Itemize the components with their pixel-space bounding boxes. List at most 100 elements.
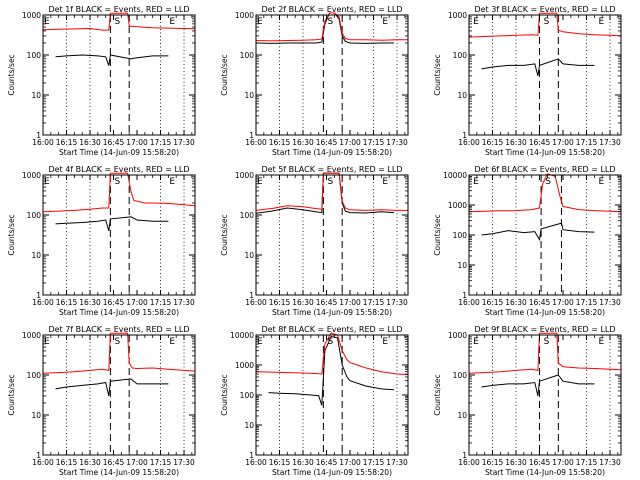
y-axis-title: Counts/sec <box>220 54 229 95</box>
x-tick-label: 16:15 <box>56 138 78 147</box>
y-tick-label: 1000 <box>235 361 254 370</box>
plot-frame <box>255 334 409 456</box>
series-line-events <box>481 58 595 77</box>
y-tick-label: 10 <box>244 421 254 430</box>
y-tick-label: 10 <box>31 91 41 100</box>
y-tick-label: 10 <box>244 251 254 260</box>
x-tick-label: 17:00 <box>552 458 574 467</box>
series-line-lld <box>255 12 408 42</box>
y-tick-label: 100 <box>453 231 468 240</box>
y-tick-label: 1000 <box>22 11 41 20</box>
x-tick-label: 16:15 <box>482 298 504 307</box>
plot-frame <box>255 14 409 136</box>
series-line-lld <box>42 332 196 374</box>
region-marker-e: E <box>473 17 479 27</box>
panel-title: Det 2f BLACK = Events, RED = LLD <box>261 5 402 14</box>
region-marker-s: S <box>545 177 551 187</box>
x-tick-label: 17:30 <box>173 458 195 467</box>
series-line-lld <box>468 173 622 213</box>
panel-det-4: Det 4f BLACK = Events, RED = LLD E S E 1 10 10… <box>7 165 196 317</box>
region-marker-e: E <box>257 17 263 27</box>
region-marker-e: E <box>169 177 175 187</box>
x-tick-label: 17:30 <box>386 458 408 467</box>
plot-frame <box>42 174 196 296</box>
x-tick-label: 16:45 <box>529 298 551 307</box>
x-tick-label: 17:30 <box>173 138 195 147</box>
panel-title: Det 3f BLACK = Events, RED = LLD <box>474 5 615 14</box>
x-tick-label: 16:30 <box>292 298 314 307</box>
y-axis-title: Counts/sec <box>7 214 16 255</box>
x-tick-label: 17:15 <box>363 458 385 467</box>
x-axis-title: Start Time (14-Jun-09 15:58:20) <box>485 148 605 157</box>
plot-frame <box>42 334 196 456</box>
y-tick-label: 1000 <box>22 331 41 340</box>
y-axis-title: Counts/sec <box>7 374 16 415</box>
y-tick-label: 1000 <box>448 201 467 210</box>
y-tick-label: 10 <box>31 251 41 260</box>
x-tick-label: 16:00 <box>32 298 54 307</box>
x-tick-label: 16:30 <box>505 298 527 307</box>
x-tick-label: 17:15 <box>576 458 598 467</box>
series-line-events <box>55 54 169 66</box>
y-tick-label: 10000 <box>230 331 254 340</box>
x-axis-title: Start Time (14-Jun-09 15:58:20) <box>272 308 392 317</box>
y-tick-label: 100 <box>240 51 255 60</box>
y-axis-title: Counts/sec <box>7 54 16 95</box>
plot-frame <box>468 174 622 296</box>
y-tick-label: 1 <box>36 131 41 140</box>
x-tick-label: 16:00 <box>458 138 480 147</box>
y-tick-label: 10 <box>244 91 254 100</box>
series-line-lld <box>468 332 622 374</box>
panel-title: Det 1f BLACK = Events, RED = LLD <box>48 5 189 14</box>
x-tick-label: 16:00 <box>32 138 54 147</box>
series-line-events <box>481 374 595 397</box>
x-tick-label: 16:00 <box>458 298 480 307</box>
series-line-events <box>55 378 169 397</box>
x-tick-label: 16:45 <box>529 138 551 147</box>
panel-det-6: Det 6f BLACK = Events, RED = LLD E S E 1 10 10… <box>433 165 622 317</box>
panel-det-7: Det 7f BLACK = Events, RED = LLD E S E 1 10 10… <box>7 325 196 477</box>
region-marker-s: S <box>115 177 121 187</box>
x-tick-label: 17:15 <box>576 138 598 147</box>
x-tick-label: 17:15 <box>363 138 385 147</box>
region-marker-s: S <box>115 17 121 27</box>
x-tick-label: 17:15 <box>363 298 385 307</box>
x-axis-title: Start Time (14-Jun-09 15:58:20) <box>272 148 392 157</box>
y-tick-label: 1 <box>249 451 254 460</box>
y-tick-label: 100 <box>240 211 255 220</box>
plot-frame <box>468 14 622 136</box>
y-tick-label: 1 <box>249 131 254 140</box>
panel-title: Det 8f BLACK = Events, RED = LLD <box>261 325 402 334</box>
x-tick-label: 16:30 <box>505 458 527 467</box>
x-tick-label: 17:00 <box>339 138 361 147</box>
region-marker-s: S <box>115 337 121 347</box>
x-tick-label: 16:45 <box>529 458 551 467</box>
x-tick-label: 16:30 <box>292 138 314 147</box>
panel-title: Det 5f BLACK = Events, RED = LLD <box>261 165 402 174</box>
plot-frame <box>255 174 409 296</box>
series-line-lld <box>42 172 196 213</box>
region-marker-e: E <box>598 177 604 187</box>
y-tick-label: 1000 <box>235 171 254 180</box>
panel-det-5: Det 5f BLACK = Events, RED = LLD E S E 1 10 10… <box>220 165 409 317</box>
x-tick-label: 16:30 <box>79 458 101 467</box>
region-marker-s: S <box>328 177 334 187</box>
x-tick-label: 17:30 <box>386 138 408 147</box>
y-axis-title: Counts/sec <box>433 214 442 255</box>
x-axis-title: Start Time (14-Jun-09 15:58:20) <box>485 308 605 317</box>
x-tick-label: 16:30 <box>79 138 101 147</box>
series-line-events <box>481 222 595 242</box>
region-marker-s: S <box>544 17 550 27</box>
x-tick-label: 17:30 <box>599 138 621 147</box>
y-axis-title: Counts/sec <box>433 374 442 415</box>
x-tick-label: 16:45 <box>103 298 125 307</box>
y-tick-label: 1000 <box>448 331 467 340</box>
x-tick-label: 17:00 <box>339 458 361 467</box>
x-tick-label: 16:00 <box>32 458 54 467</box>
y-tick-label: 1 <box>36 291 41 300</box>
region-marker-e: E <box>382 177 388 187</box>
x-axis-title: Start Time (14-Jun-09 15:58:20) <box>485 468 605 477</box>
y-tick-label: 10 <box>457 411 467 420</box>
x-tick-label: 16:45 <box>316 138 338 147</box>
